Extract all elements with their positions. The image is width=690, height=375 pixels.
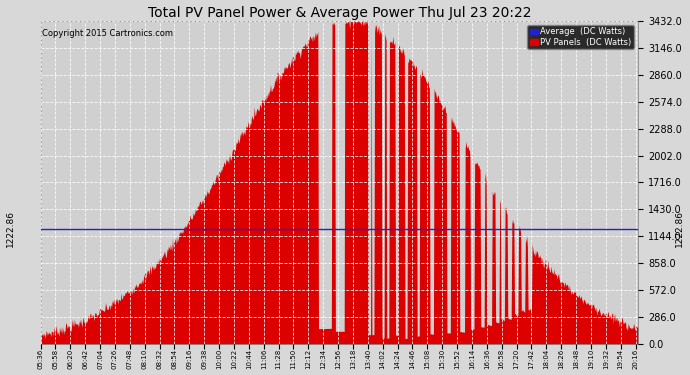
Text: Copyright 2015 Cartronics.com: Copyright 2015 Cartronics.com	[42, 29, 172, 38]
Title: Total PV Panel Power & Average Power Thu Jul 23 20:22: Total PV Panel Power & Average Power Thu…	[148, 6, 531, 20]
Text: 1222.86: 1222.86	[676, 210, 684, 248]
Legend: Average  (DC Watts), PV Panels  (DC Watts): Average (DC Watts), PV Panels (DC Watts)	[527, 25, 634, 49]
Text: 1222.86: 1222.86	[6, 210, 14, 248]
